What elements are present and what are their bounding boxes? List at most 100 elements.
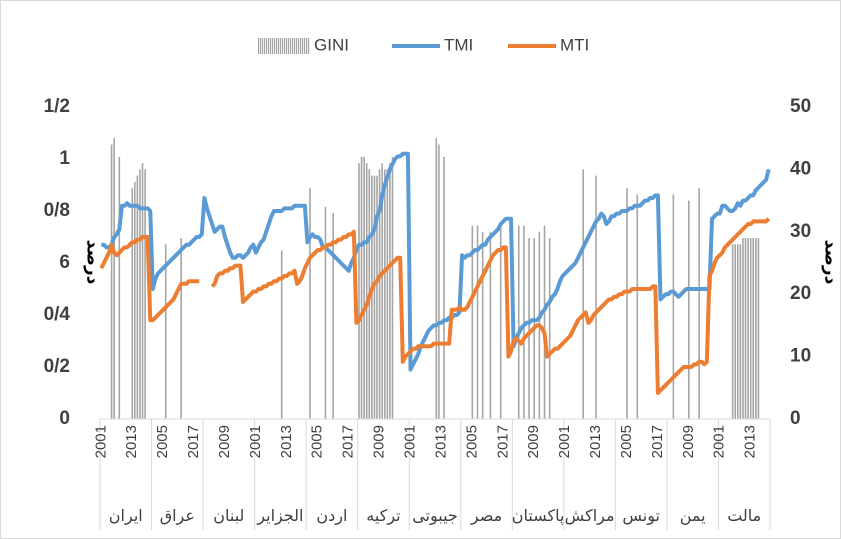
y2-tick-label: 0 [790, 408, 801, 429]
bar [139, 169, 141, 419]
legend-swatch [272, 38, 274, 54]
x-tick-label: 2017 [340, 425, 357, 458]
legend-swatch [290, 38, 292, 54]
x-tick-label: 2005 [463, 425, 480, 458]
bar [517, 225, 520, 419]
bar [332, 213, 335, 419]
bar [378, 169, 381, 419]
bar [371, 175, 373, 419]
bar [742, 238, 744, 419]
legend-swatch [296, 38, 298, 54]
y-tick-label: 1 [59, 148, 70, 169]
bar [365, 163, 368, 419]
bar [164, 244, 167, 419]
y-tick-label: 0 [59, 408, 70, 429]
x-tick-label: 2013 [278, 425, 295, 458]
bar [280, 250, 283, 419]
bar [481, 231, 484, 419]
bar [731, 244, 734, 419]
bar [471, 225, 474, 419]
group-label: اردن [316, 508, 347, 526]
bar [476, 225, 479, 419]
legend-swatch [286, 38, 288, 54]
bar [110, 144, 113, 419]
bar [595, 175, 597, 419]
y-tick-label: 1/2 [44, 96, 70, 117]
bar [752, 238, 755, 419]
bar [757, 238, 760, 419]
y2-tick-label: 10 [790, 346, 811, 367]
bar [688, 200, 690, 419]
legend-swatch [298, 38, 300, 54]
group-label: تونس [622, 508, 660, 526]
group-label: مراکش [565, 508, 615, 526]
y2-tick-label: 50 [790, 96, 811, 117]
bar [180, 238, 182, 419]
group-label: ترکیه [366, 508, 400, 526]
bar [386, 169, 389, 419]
group-label: یمن [680, 508, 706, 526]
legend-swatch [308, 38, 310, 54]
bar [734, 244, 737, 419]
bar [358, 163, 360, 419]
bar [499, 225, 502, 419]
y-tick-label: 0/4 [44, 304, 71, 325]
x-tick-label: 2001 [556, 425, 573, 458]
legend-swatch [282, 38, 284, 54]
bar [113, 138, 115, 419]
legend-swatch [266, 38, 268, 54]
group-label: الجزایر [256, 508, 303, 526]
bar [443, 156, 445, 420]
group-label: مالت [727, 508, 761, 525]
x-tick-label: 2009 [216, 425, 233, 458]
bar [360, 156, 363, 420]
legend-swatch [262, 38, 264, 54]
y2-tick-label: 40 [790, 158, 811, 179]
legend-swatch [268, 38, 270, 54]
legend-label: GINI [314, 35, 349, 54]
y2-tick-label: 30 [790, 221, 811, 242]
bar [528, 238, 530, 419]
group-label: پاکستان [512, 508, 565, 526]
legend-swatch [270, 38, 272, 54]
x-tick-label: 2005 [154, 425, 171, 458]
bar [747, 238, 749, 419]
bar [672, 194, 675, 419]
bar [435, 138, 438, 419]
bar [389, 163, 391, 419]
bar [438, 144, 440, 419]
legend-swatch [288, 38, 290, 54]
legend-swatch [264, 38, 266, 54]
x-tick-label: 2013 [432, 425, 449, 458]
legend-swatch [294, 38, 296, 54]
x-tick-label: 2009 [371, 425, 388, 458]
x-tick-label: 2005 [618, 425, 635, 458]
bar [141, 163, 144, 419]
bar [363, 156, 365, 420]
y-tick-label: 0/2 [44, 356, 70, 377]
x-tick-label: 2001 [247, 425, 264, 458]
x-tick-label: 2001 [92, 425, 109, 458]
bar [755, 238, 757, 419]
legend-label: TMI [444, 35, 473, 54]
bar [749, 238, 752, 419]
bar [548, 238, 551, 419]
x-tick-label: 2013 [742, 425, 759, 458]
bar [133, 181, 136, 419]
x-tick-label: 2013 [587, 425, 604, 458]
group-label: لبنان [213, 508, 244, 525]
x-tick-label: 2005 [309, 425, 326, 458]
line [99, 217, 771, 395]
bar [391, 156, 394, 420]
bar [383, 169, 386, 419]
legend-swatch [292, 38, 294, 54]
bar [118, 156, 121, 420]
bar [543, 225, 546, 419]
bar [636, 194, 639, 419]
legend-swatch [302, 38, 304, 54]
bar [324, 206, 327, 419]
bar [131, 188, 134, 419]
bar [136, 175, 139, 419]
bar [144, 169, 146, 419]
bar [523, 225, 525, 419]
